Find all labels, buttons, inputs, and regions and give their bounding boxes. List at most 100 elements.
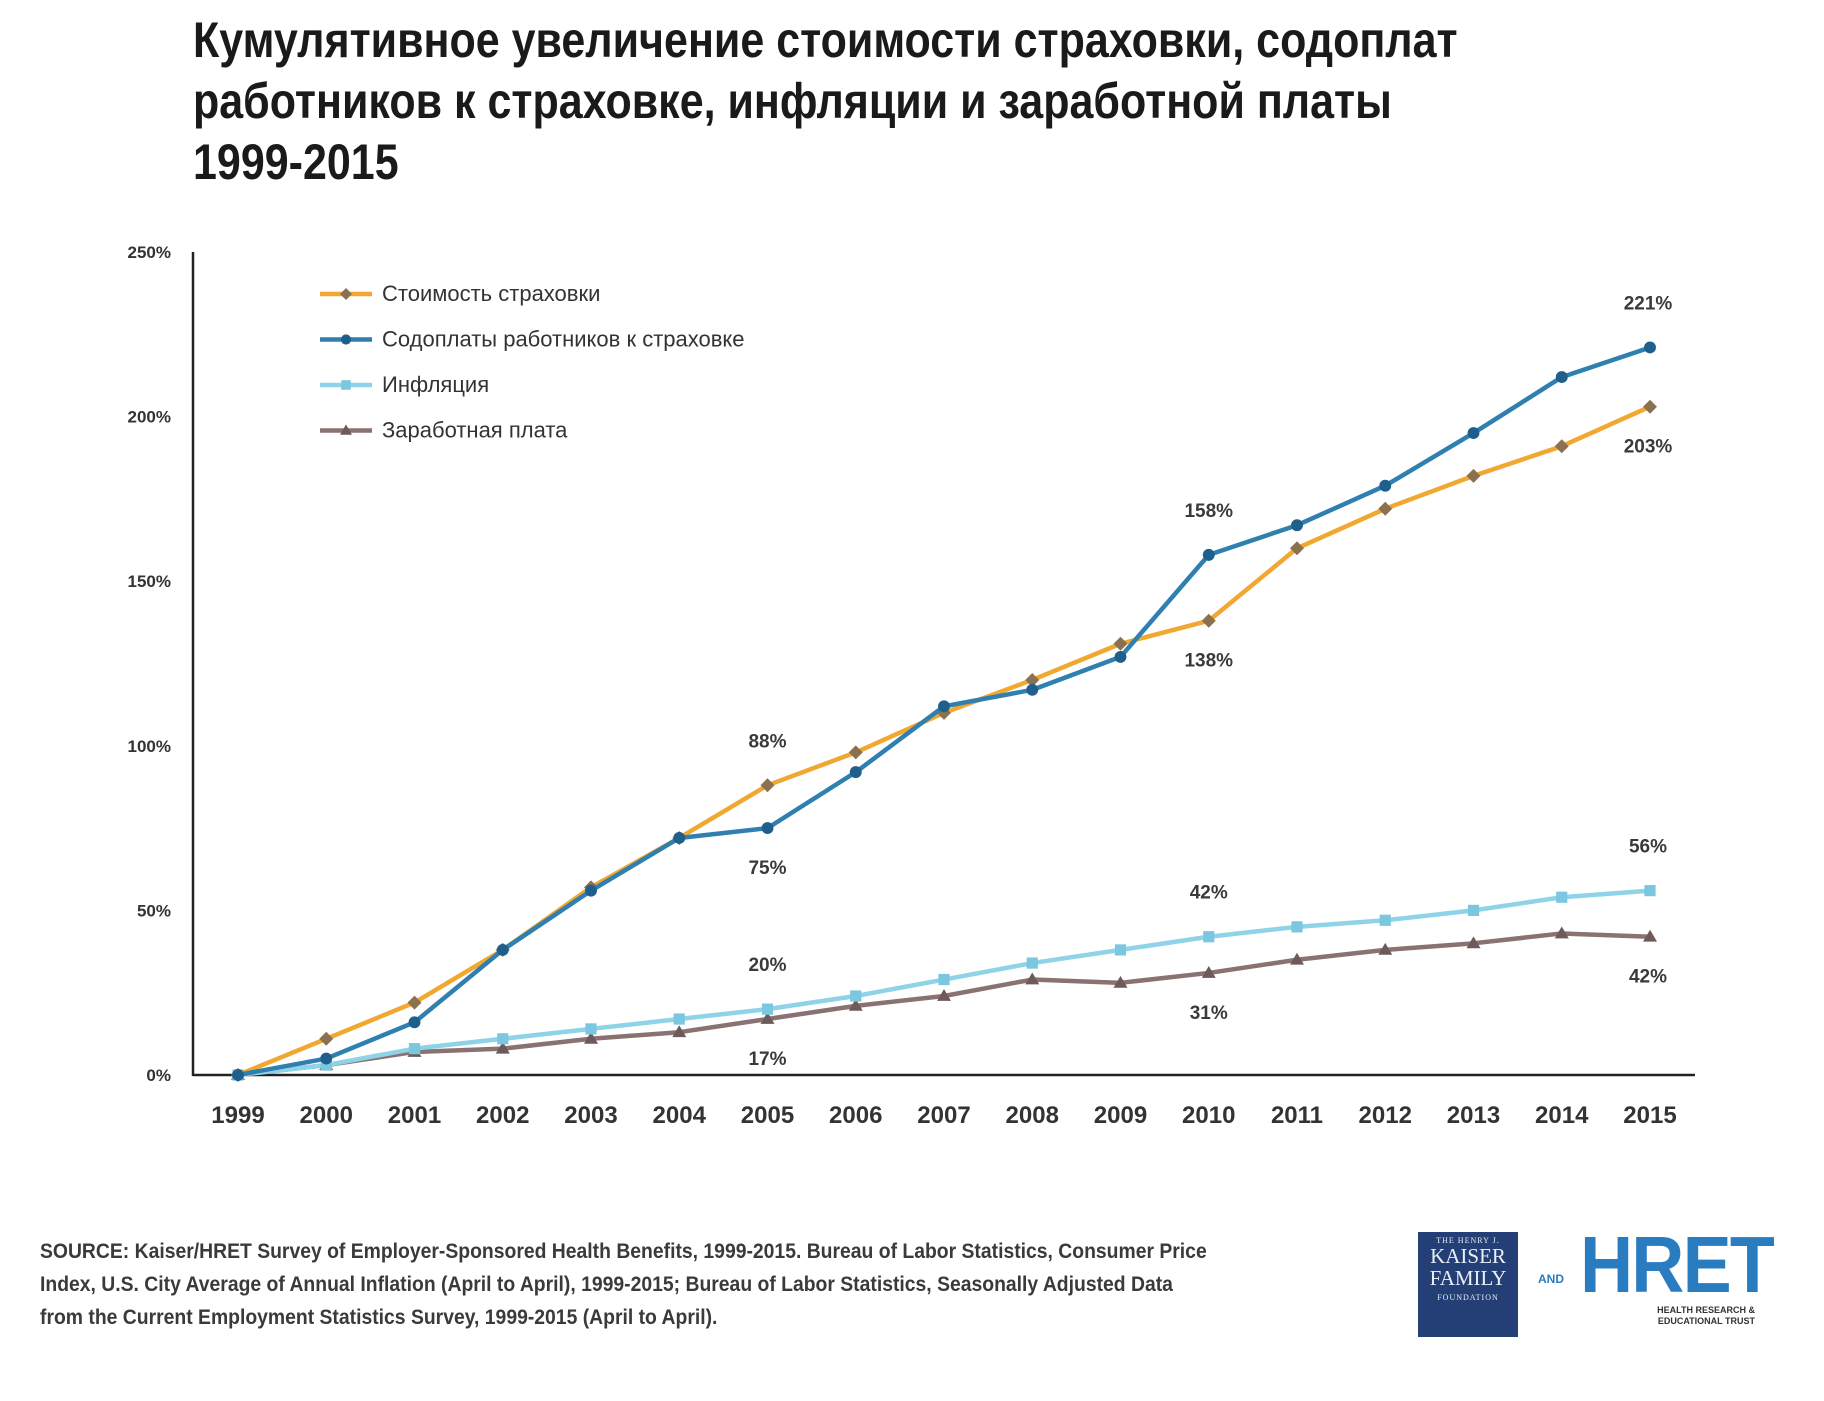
data-point [938, 973, 950, 986]
data-point [1113, 975, 1128, 988]
data-label: 88% [748, 731, 786, 752]
data-point [585, 884, 597, 897]
data-point [761, 1003, 774, 1015]
data-point [1114, 944, 1127, 956]
legend-item: Инфляция [320, 372, 489, 397]
data-point [673, 1013, 685, 1025]
hret-logo: HRET HEALTH RESEARCH & EDUCATIONAL TRUST [1580, 1220, 1775, 1327]
x-tick-label: 2015 [1623, 1102, 1676, 1129]
data-point [407, 995, 422, 1010]
legend-swatch-marker [340, 288, 352, 300]
logo-and-mark: AND [1538, 1272, 1564, 1286]
data-point [673, 832, 686, 844]
data-label: 138% [1184, 651, 1233, 672]
data-point [1466, 468, 1481, 483]
data-point [584, 1031, 598, 1044]
legend-swatch-marker [340, 334, 352, 345]
x-tick-label: 2008 [1006, 1102, 1059, 1129]
legend-label: Инфляция [382, 372, 489, 397]
data-point [850, 990, 862, 1002]
data-point [1466, 936, 1481, 949]
source-line-2: Index, U.S. City Average of Annual Infla… [40, 1272, 1173, 1296]
data-label: 42% [1190, 883, 1228, 904]
kff-logo-line-1: KAISER [1430, 1244, 1506, 1268]
hret-logo-tag-1: HEALTH RESEARCH & [1657, 1305, 1755, 1315]
data-label: 203% [1624, 437, 1673, 458]
data-point [938, 700, 950, 713]
data-point [495, 1041, 510, 1054]
data-point [761, 822, 774, 835]
y-tick-label: 200% [128, 408, 171, 427]
data-point [1467, 904, 1480, 916]
chart-axes: 0% 50% 100% 150% 200% 250% 1999 2000 2001 2002 200… [128, 243, 1695, 1129]
series-1 [232, 341, 1656, 1081]
x-tick-label: 2002 [476, 1102, 529, 1129]
x-tick-label: 2014 [1535, 1102, 1589, 1129]
data-point [1644, 885, 1656, 897]
data-point [1026, 683, 1039, 696]
source-note: SOURCE: Kaiser/HRET Survey of Employer-S… [40, 1235, 1282, 1334]
x-tick-label: 2010 [1182, 1102, 1235, 1129]
hret-logo-word: HRET [1580, 1220, 1775, 1309]
source-line-3: from the Current Employment Statistics S… [40, 1305, 718, 1329]
data-point [408, 1016, 421, 1029]
data-point [1203, 931, 1215, 943]
source-line-1: SOURCE: Kaiser/HRET Survey of Employer-S… [40, 1239, 1207, 1263]
data-label: 20% [748, 955, 786, 976]
data-point [1467, 427, 1480, 440]
data-point [1114, 650, 1127, 663]
x-tick-label: 2007 [917, 1102, 970, 1129]
chart-series [231, 341, 1657, 1082]
data-point [1025, 672, 1040, 687]
x-tick-label: 2003 [564, 1102, 617, 1129]
data-point [497, 1033, 509, 1045]
x-tick-label: 2005 [741, 1102, 794, 1129]
y-tick-label: 100% [128, 737, 171, 756]
data-point [1643, 399, 1657, 414]
data-point [408, 1043, 421, 1055]
legend-label: Заработная плата [382, 418, 568, 443]
data-label: 75% [748, 858, 786, 879]
legend-item: Стоимость страховки [320, 281, 600, 306]
legend-label: Стоимость страховки [382, 281, 600, 306]
chart-data-labels: 88% 75% 158% 138% 221% 203% 20% 17% 42% 31% 56% 42% [748, 293, 1672, 1070]
legend-swatch-marker [341, 380, 351, 390]
kff-logo-line-2: FAMILY [1429, 1266, 1507, 1290]
data-point [1554, 439, 1569, 454]
legend-item: Заработная плата [320, 418, 568, 443]
data-label: 56% [1629, 837, 1667, 858]
x-tick-label: 2012 [1359, 1102, 1412, 1129]
data-label: 17% [748, 1049, 786, 1070]
x-tick-label: 2013 [1447, 1102, 1500, 1129]
data-point [760, 778, 775, 793]
y-tick-label: 50% [137, 901, 171, 920]
data-point [1113, 636, 1128, 651]
data-point [1379, 914, 1391, 926]
y-tick-label: 150% [128, 572, 171, 591]
line-chart: 0% 50% 100% 150% 200% 250% 1999 2000 2001 2002 200… [128, 243, 1695, 1129]
data-point [937, 988, 951, 1001]
x-tick-label: 2009 [1094, 1102, 1147, 1129]
data-label: 42% [1629, 967, 1667, 988]
chart-legend: Стоимость страховки Содоплаты работников … [320, 281, 745, 443]
x-tick-label: 1999 [211, 1102, 264, 1129]
x-tick-label: 2001 [388, 1102, 441, 1129]
series-3 [231, 926, 1657, 1080]
data-point [1290, 541, 1304, 556]
chart-title-line-3: 1999-2015 [193, 134, 399, 190]
data-point [319, 1031, 334, 1046]
data-point [760, 1012, 775, 1024]
data-point [848, 998, 863, 1011]
data-point [1554, 926, 1569, 939]
data-point [1026, 957, 1038, 969]
data-point [1025, 972, 1040, 985]
x-tick-label: 2004 [653, 1102, 707, 1129]
data-point [848, 745, 863, 760]
series-line [237, 931, 1651, 1078]
data-point [1378, 942, 1393, 955]
data-point [496, 943, 509, 956]
x-tick-label: 2011 [1271, 1102, 1323, 1129]
kff-logo-top: THE HENRY J. [1436, 1236, 1500, 1245]
data-point [1291, 519, 1303, 532]
data-point [1291, 921, 1303, 933]
